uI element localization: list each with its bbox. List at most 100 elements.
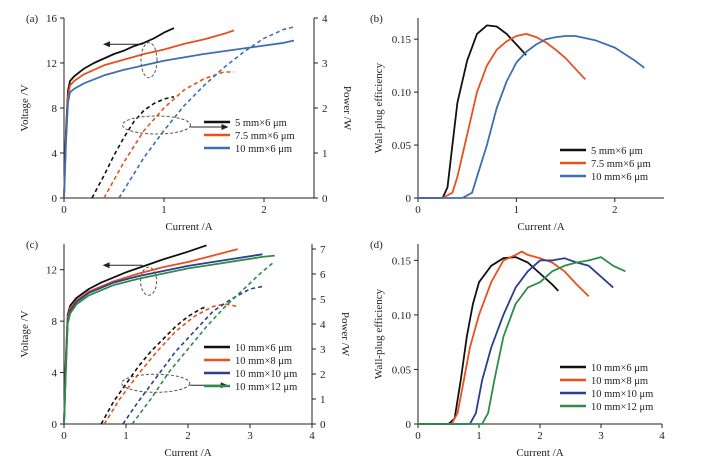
legend-label: 7.5 mm×6 μm (235, 131, 295, 142)
y2-tick-label: 0 (322, 193, 328, 205)
power-line-10-mm-12-m-power (131, 260, 276, 425)
legend-label: 10 mm×6 μm (235, 144, 292, 155)
power-line-5-mm-6-m-power (91, 96, 175, 199)
legend-label: 10 mm×6 μm (591, 172, 648, 183)
legend-label: 10 mm×8 μm (591, 376, 648, 387)
y-tick-label: 8 (52, 103, 58, 115)
series-line-10-mm-12-m (63, 254, 275, 425)
y-tick-label: 4 (52, 148, 58, 160)
y-tick-label: 12 (46, 265, 57, 277)
x-tick-label: 0 (415, 430, 421, 442)
x-tick-label: 2 (261, 204, 267, 216)
series-line-10-mm-6-m (418, 256, 559, 425)
y-tick-label: 0 (406, 419, 412, 431)
y-axis-label: Wall-plug efficiency (373, 288, 385, 379)
series-line-10-mm-12-m (418, 256, 626, 425)
legend-label: 10 mm×8 μm (235, 356, 292, 367)
voltage-curves-ellipse (140, 42, 158, 79)
power-curves-ellipse (121, 373, 191, 393)
y-tick-label: 0.05 (392, 364, 412, 376)
x-tick-label: 4 (659, 430, 665, 442)
legend-label: 10 mm×10 μm (235, 369, 297, 380)
panel-label: (a) (26, 13, 39, 25)
y2-tick-label: 1 (320, 394, 326, 406)
y2-axis-label: Power /W (339, 312, 351, 357)
x-axis-label: Current /A (517, 221, 564, 233)
series-line-10-mm-6-m (418, 35, 645, 199)
y-tick-label: 12 (46, 58, 57, 70)
y-tick-label: 0.10 (392, 87, 412, 99)
panel-label: (b) (370, 13, 383, 25)
y2-tick-label: 4 (320, 319, 326, 331)
x-tick-label: 2 (612, 204, 618, 216)
x-tick-label: 0 (61, 204, 67, 216)
power-curves-ellipse (122, 115, 191, 135)
y2-tick-label: 1 (322, 148, 328, 160)
x-tick-label: 2 (537, 430, 543, 442)
series-line-10-mm-6-m (63, 39, 295, 199)
panel-label: (d) (370, 239, 383, 251)
y-axis-label: Wall-plug efficiency (373, 62, 385, 153)
panel-label: (c) (26, 239, 39, 251)
series-line-10-mm-10-m (418, 257, 614, 425)
power-line-7-5-mm-6-m-power (103, 71, 234, 199)
y-axis-label: Voltage /V (19, 310, 31, 357)
y-axis-label: Voltage /V (19, 84, 31, 131)
power-arrowhead (221, 124, 229, 130)
y-tick-label: 0 (52, 419, 58, 431)
series-line-10-mm-8-m (418, 250, 590, 425)
voltage-arrowhead (103, 41, 110, 48)
series-line-5-mm-6-m (418, 24, 527, 199)
power-line-10-mm-8-m-power (103, 303, 238, 425)
series-line-10-mm-6-m (63, 244, 207, 425)
y-tick-label: 0 (406, 193, 412, 205)
x-tick-label: 2 (185, 430, 191, 442)
x-axis-label: Current /A (165, 221, 212, 233)
y2-axis-label: Power /W (341, 86, 353, 131)
x-tick-label: 1 (161, 204, 167, 216)
y-tick-label: 8 (52, 316, 58, 328)
y2-tick-label: 7 (320, 244, 326, 256)
legend-label: 10 mm×12 μm (235, 382, 297, 393)
legend-label: 10 mm×6 μm (591, 363, 648, 374)
legend-label: 10 mm×10 μm (591, 389, 653, 400)
y-tick-label: 0 (52, 193, 58, 205)
legend-label: 10 mm×6 μm (235, 343, 292, 354)
y2-tick-label: 5 (320, 294, 326, 306)
x-axis-label: Current /A (516, 447, 563, 459)
y-tick-label: 0.10 (392, 310, 412, 322)
panel-3: (d) 0 1 2 3 4 0 0.05 0.10 0.15 Current /A Wall-plug… (370, 239, 665, 459)
voltage-curves-ellipse (140, 266, 158, 296)
y2-tick-label: 6 (320, 269, 326, 281)
series-line-7-5-mm-6-m (63, 29, 235, 199)
legend-label: 10 mm×12 μm (591, 402, 653, 413)
y2-tick-label: 2 (320, 369, 326, 381)
x-axis-label: Current /A (164, 447, 211, 459)
x-tick-label: 3 (598, 430, 604, 442)
x-tick-label: 0 (415, 204, 421, 216)
x-tick-label: 1 (476, 430, 482, 442)
panel-1: (b) 0 1 2 0 0.05 0.10 0.15 Current /A Wall-plug e… (370, 13, 664, 233)
power-line-10-mm-10-m-power (122, 285, 263, 425)
power-line-10-mm-6-m-power (100, 305, 207, 425)
y2-tick-label: 4 (322, 13, 328, 25)
voltage-arrowhead (102, 262, 110, 269)
y-tick-label: 0.15 (392, 34, 412, 46)
y2-tick-label: 0 (320, 419, 326, 431)
series-line-7-5-mm-6-m (418, 33, 586, 199)
series-line-5-mm-6-m (63, 27, 175, 199)
x-tick-label: 1 (514, 204, 520, 216)
y-tick-label: 0.05 (392, 140, 412, 152)
power-line-10-mm-6-m-power (118, 26, 295, 199)
legend-label: 7.5 mm×6 μm (591, 159, 651, 170)
x-tick-label: 3 (247, 430, 253, 442)
y2-tick-label: 3 (320, 344, 326, 356)
y2-tick-label: 2 (322, 103, 328, 115)
legend-label: 5 mm×6 μm (591, 146, 643, 157)
x-tick-label: 1 (123, 430, 129, 442)
legend-label: 5 mm×6 μm (235, 118, 287, 129)
y2-tick-label: 3 (322, 58, 328, 70)
